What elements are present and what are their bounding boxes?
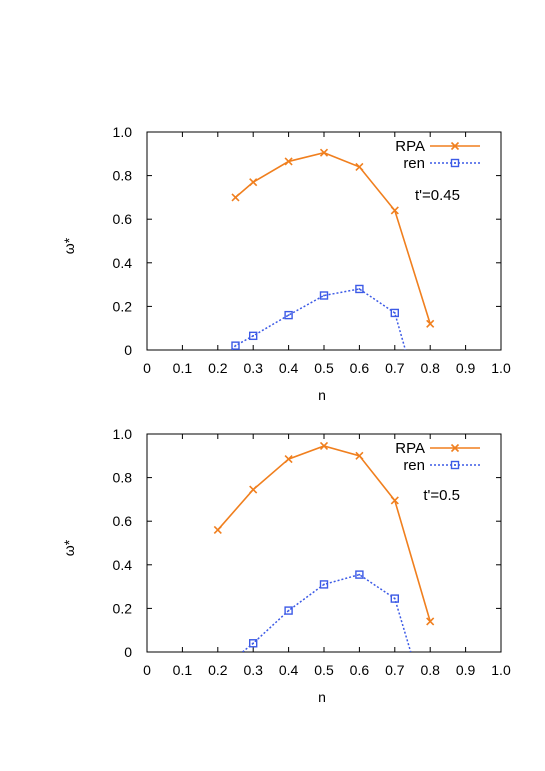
- data-point-ren: [355, 570, 364, 579]
- data-point-RPA: [355, 451, 364, 460]
- plot-frame: [146, 131, 502, 351]
- data-point-ren: [248, 639, 258, 648]
- y-tick-label: 0: [124, 644, 132, 660]
- legend-marker-RPA: [450, 443, 460, 453]
- x-tick-label: 0.7: [385, 662, 405, 678]
- data-point-ren: [231, 341, 240, 350]
- legend-marker-RPA: [450, 141, 460, 151]
- data-point-RPA: [355, 162, 364, 171]
- x-tick-label: 0.8: [420, 662, 440, 678]
- x-tick-label: 0.4: [279, 662, 299, 678]
- legend-label-ren: ren: [403, 155, 425, 172]
- series-ren: [242, 570, 412, 652]
- y-tick-label: 0.6: [113, 513, 133, 529]
- chart-panel-1: 0 0.1 0.2 0.3 0.4 0.5 0.6 0.7 0.8 0.9 1.0 0 0.2 0.4 0.…: [61, 124, 511, 403]
- data-point-ren: [319, 291, 329, 300]
- data-point-RPA: [249, 485, 258, 494]
- y-tick-label: 0.8: [113, 168, 133, 184]
- data-point-RPA: [284, 157, 293, 166]
- series-line-ren: [231, 288, 407, 350]
- series-line-RPA: [234, 151, 431, 325]
- x-tick-label: 0.7: [385, 360, 405, 376]
- data-point-RPA: [319, 441, 329, 451]
- data-point-RPA: [319, 148, 329, 157]
- x-tick-label: 0.3: [243, 662, 263, 678]
- series-RPA: [213, 441, 435, 626]
- x-tick-label: 0.9: [456, 662, 476, 678]
- x-tick-label: 1.0: [491, 360, 511, 376]
- data-point-ren: [284, 606, 293, 615]
- x-axis-label: n: [318, 387, 326, 403]
- data-point-RPA: [231, 193, 240, 202]
- data-point-ren: [284, 310, 293, 320]
- y-tick-label: 1.0: [113, 124, 133, 140]
- x-tick-label: 0.5: [314, 360, 334, 376]
- x-tick-label: 0.2: [208, 662, 228, 678]
- x-tick-label: 0.8: [420, 360, 440, 376]
- data-point-ren: [355, 284, 364, 294]
- data-point-RPA: [249, 178, 258, 187]
- x-tick-label: 0.1: [173, 662, 193, 678]
- x-tick-label: 0.6: [350, 662, 370, 678]
- y-tick-label: 0.4: [113, 557, 133, 573]
- data-point-RPA: [284, 455, 293, 464]
- x-tick-label: 0.4: [279, 360, 299, 376]
- x-tick-label: 0.1: [173, 360, 193, 376]
- y-tick-label: 0.4: [113, 255, 133, 271]
- data-point-ren: [390, 308, 399, 318]
- x-tick-label: 0: [143, 662, 151, 678]
- y-tick-label: 0.2: [113, 600, 133, 616]
- x-tick-label: 0.9: [456, 360, 476, 376]
- data-point-RPA: [213, 525, 222, 534]
- legend-label-RPA: RPA: [395, 440, 425, 457]
- y-tick-label: 0.6: [113, 211, 133, 227]
- x-tick-label: 0.6: [350, 360, 370, 376]
- data-point-ren: [319, 580, 329, 589]
- data-point-ren: [248, 331, 258, 341]
- y-axis-label: ω*: [61, 237, 77, 254]
- data-point-ren: [390, 594, 399, 603]
- y-tick-label: 0: [124, 342, 132, 358]
- data-point-RPA: [390, 496, 399, 505]
- x-tick-label: 0.5: [314, 662, 334, 678]
- x-tick-label: 0.2: [208, 360, 228, 376]
- plot-frame: [146, 433, 502, 653]
- data-point-RPA: [390, 206, 399, 215]
- x-axis-label: n: [318, 689, 326, 705]
- x-tick-label: 0.3: [243, 360, 263, 376]
- y-tick-label: 0.2: [113, 298, 133, 314]
- panel-annotation: t'=0.5: [423, 487, 460, 504]
- data-point-RPA: [426, 617, 435, 626]
- panel-annotation: t'=0.45: [415, 187, 460, 204]
- chart-panel-2: 0 0.1 0.2 0.3 0.4 0.5 0.6 0.7 0.8 0.9 1.0 0 0.2 0.4 0.…: [61, 426, 511, 705]
- y-tick-label: 0.8: [113, 470, 133, 486]
- legend-marker-ren: [450, 460, 460, 470]
- data-point-RPA: [426, 319, 435, 328]
- series-ren: [231, 284, 407, 350]
- series-line-ren: [242, 573, 412, 652]
- legend-label-ren: ren: [403, 457, 425, 474]
- x-tick-label: 0: [143, 360, 151, 376]
- legend-label-RPA: RPA: [395, 138, 425, 155]
- y-tick-label: 1.0: [113, 426, 133, 442]
- series-RPA: [231, 148, 435, 328]
- legend-marker-ren: [450, 158, 460, 168]
- x-tick-label: 1.0: [491, 662, 511, 678]
- y-axis-label: ω*: [61, 539, 77, 556]
